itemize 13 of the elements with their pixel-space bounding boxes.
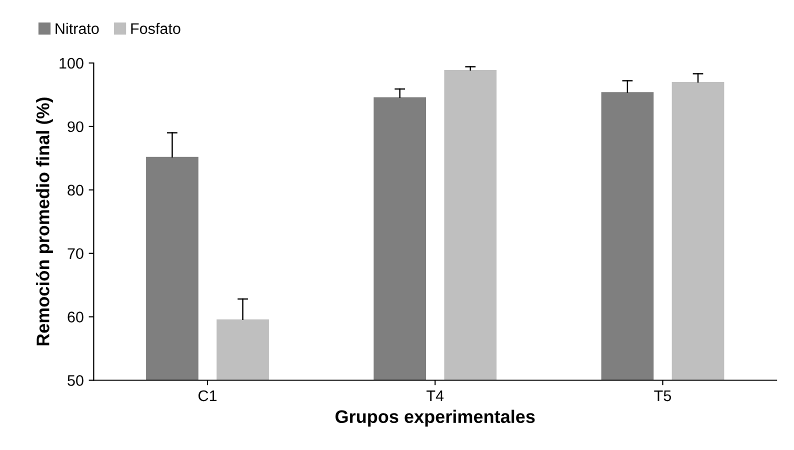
y-tick-label: 70 xyxy=(68,248,84,260)
legend-label: Nitrato xyxy=(56,22,99,34)
y-tick-label: 90 xyxy=(68,121,84,132)
x-tick-label: T4 xyxy=(426,390,444,402)
legend-label: Fosfato xyxy=(131,22,180,34)
y-tick-label: 100 xyxy=(60,58,84,69)
y-tick-label: 60 xyxy=(68,312,84,322)
x-tick-label: C1 xyxy=(198,390,217,402)
y-axis-title: Remoción promedio final (%) xyxy=(36,98,53,346)
y-tick-label: 80 xyxy=(68,184,84,196)
x-axis-title: Grupos experimentales xyxy=(336,410,535,427)
y-tick-label: 50 xyxy=(68,375,84,386)
x-tick-label: T5 xyxy=(654,390,671,402)
